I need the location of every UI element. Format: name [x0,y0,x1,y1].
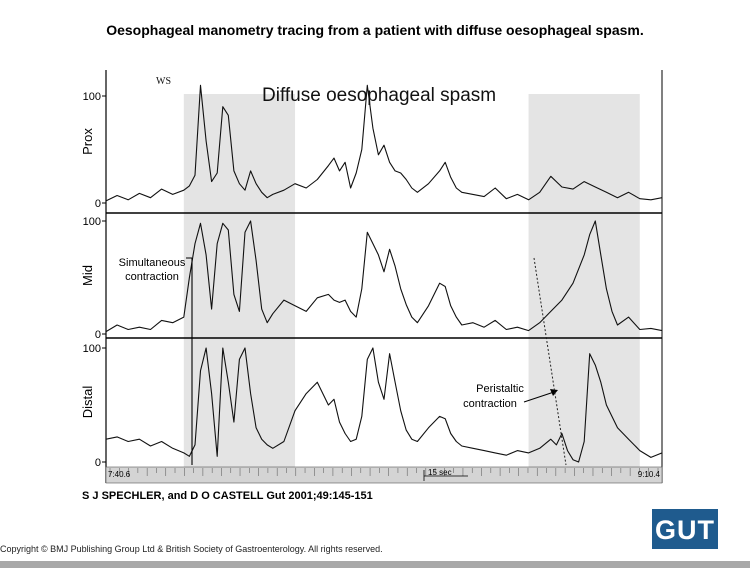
y-tick-label-prox-100: 100 [83,91,101,103]
trace-mid [106,220,662,333]
gut-logo: GUT [652,509,718,549]
annotation-peristaltic-arrowhead [550,389,558,396]
shaded-region-2 [528,94,640,467]
annotation-simultaneous-line2: contraction [125,271,179,283]
trace-distal [106,347,662,463]
peristaltic-propagation-line [533,257,567,466]
slide-title: Oesophageal manometry tracing from a pat… [106,22,644,38]
annotation-simultaneous-line1: Simultaneous [119,257,186,269]
channel-label-prox: Prox [82,128,95,155]
channel-label-mid: Mid [82,265,95,286]
shaded-region-1 [183,94,296,467]
channel-label-distal: Distal [82,386,95,419]
time-scale-label: 15 sec [428,468,452,477]
y-tick-label-distal-0: 0 [95,457,101,469]
footer-bar [0,561,750,568]
trace-prox [106,84,662,202]
citation: S J SPECHLER, and D O CASTELL Gut 2001;4… [82,490,373,502]
y-tick-label-distal-100: 100 [83,343,101,355]
annotation-peristaltic-arrow [523,391,555,403]
copyright-notice: Copyright © BMJ Publishing Group Ltd & B… [0,544,383,554]
time-start-label: 7:40.6 [108,470,131,479]
chart-title: Diffuse oesophageal spasm [262,85,496,106]
manometry-figure: 0 100 Prox 0 100 Mid 0 100 Distal Diffuse oesopha… [82,70,670,486]
y-tick-label-prox-0: 0 [95,198,101,210]
annotation-peristaltic-line1: Peristaltic [476,383,524,395]
ws-marker: WS [156,76,171,87]
manometry-chart: 0 100 Prox 0 100 Mid 0 100 Distal Diffuse oesopha… [82,70,663,484]
time-bar [105,466,663,484]
y-tick-label-mid-0: 0 [95,329,101,341]
annotation-peristaltic-line2: contraction [463,398,517,410]
y-tick-label-mid-100: 100 [83,216,101,228]
time-end-label: 9:10.4 [638,470,661,479]
